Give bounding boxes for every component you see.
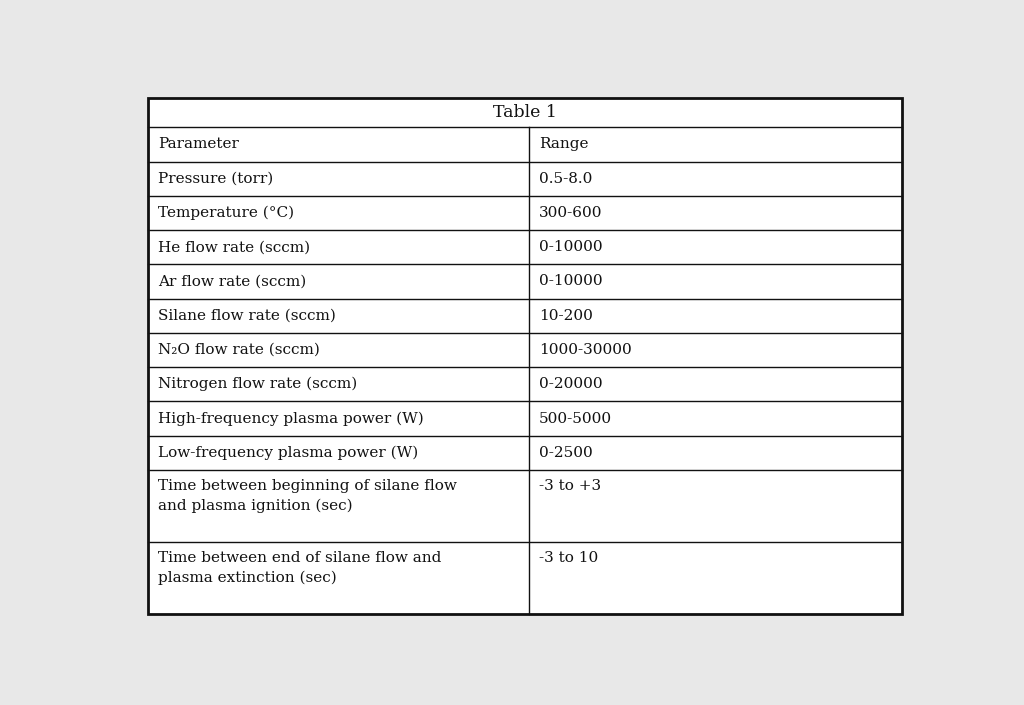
Text: Nitrogen flow rate (sccm): Nitrogen flow rate (sccm) — [158, 377, 357, 391]
Text: Time between beginning of silane flow
and plasma ignition (sec): Time between beginning of silane flow an… — [158, 479, 457, 513]
Text: 1000-30000: 1000-30000 — [539, 343, 632, 357]
Text: 0-20000: 0-20000 — [539, 377, 602, 391]
Text: Ar flow rate (sccm): Ar flow rate (sccm) — [158, 274, 306, 288]
Text: Silane flow rate (sccm): Silane flow rate (sccm) — [158, 309, 336, 323]
Text: 0-10000: 0-10000 — [539, 240, 602, 255]
Text: Pressure (torr): Pressure (torr) — [158, 172, 273, 185]
Text: Time between end of silane flow and
plasma extinction (sec): Time between end of silane flow and plas… — [158, 551, 441, 584]
Text: Range: Range — [539, 137, 589, 152]
Text: 500-5000: 500-5000 — [539, 412, 612, 426]
Text: -3 to 10: -3 to 10 — [539, 551, 598, 565]
Text: 0-2500: 0-2500 — [539, 446, 593, 460]
Text: Table 1: Table 1 — [493, 104, 557, 121]
Text: Low-frequency plasma power (W): Low-frequency plasma power (W) — [158, 446, 419, 460]
Text: 0.5-8.0: 0.5-8.0 — [539, 172, 592, 185]
Text: N₂O flow rate (sccm): N₂O flow rate (sccm) — [158, 343, 321, 357]
Text: 300-600: 300-600 — [539, 206, 602, 220]
Text: He flow rate (sccm): He flow rate (sccm) — [158, 240, 310, 255]
Text: -3 to +3: -3 to +3 — [539, 479, 601, 493]
Text: 0-10000: 0-10000 — [539, 274, 602, 288]
Text: Temperature (°C): Temperature (°C) — [158, 206, 294, 220]
Text: Parameter: Parameter — [158, 137, 239, 152]
Text: High-frequency plasma power (W): High-frequency plasma power (W) — [158, 411, 424, 426]
Text: 10-200: 10-200 — [539, 309, 593, 323]
